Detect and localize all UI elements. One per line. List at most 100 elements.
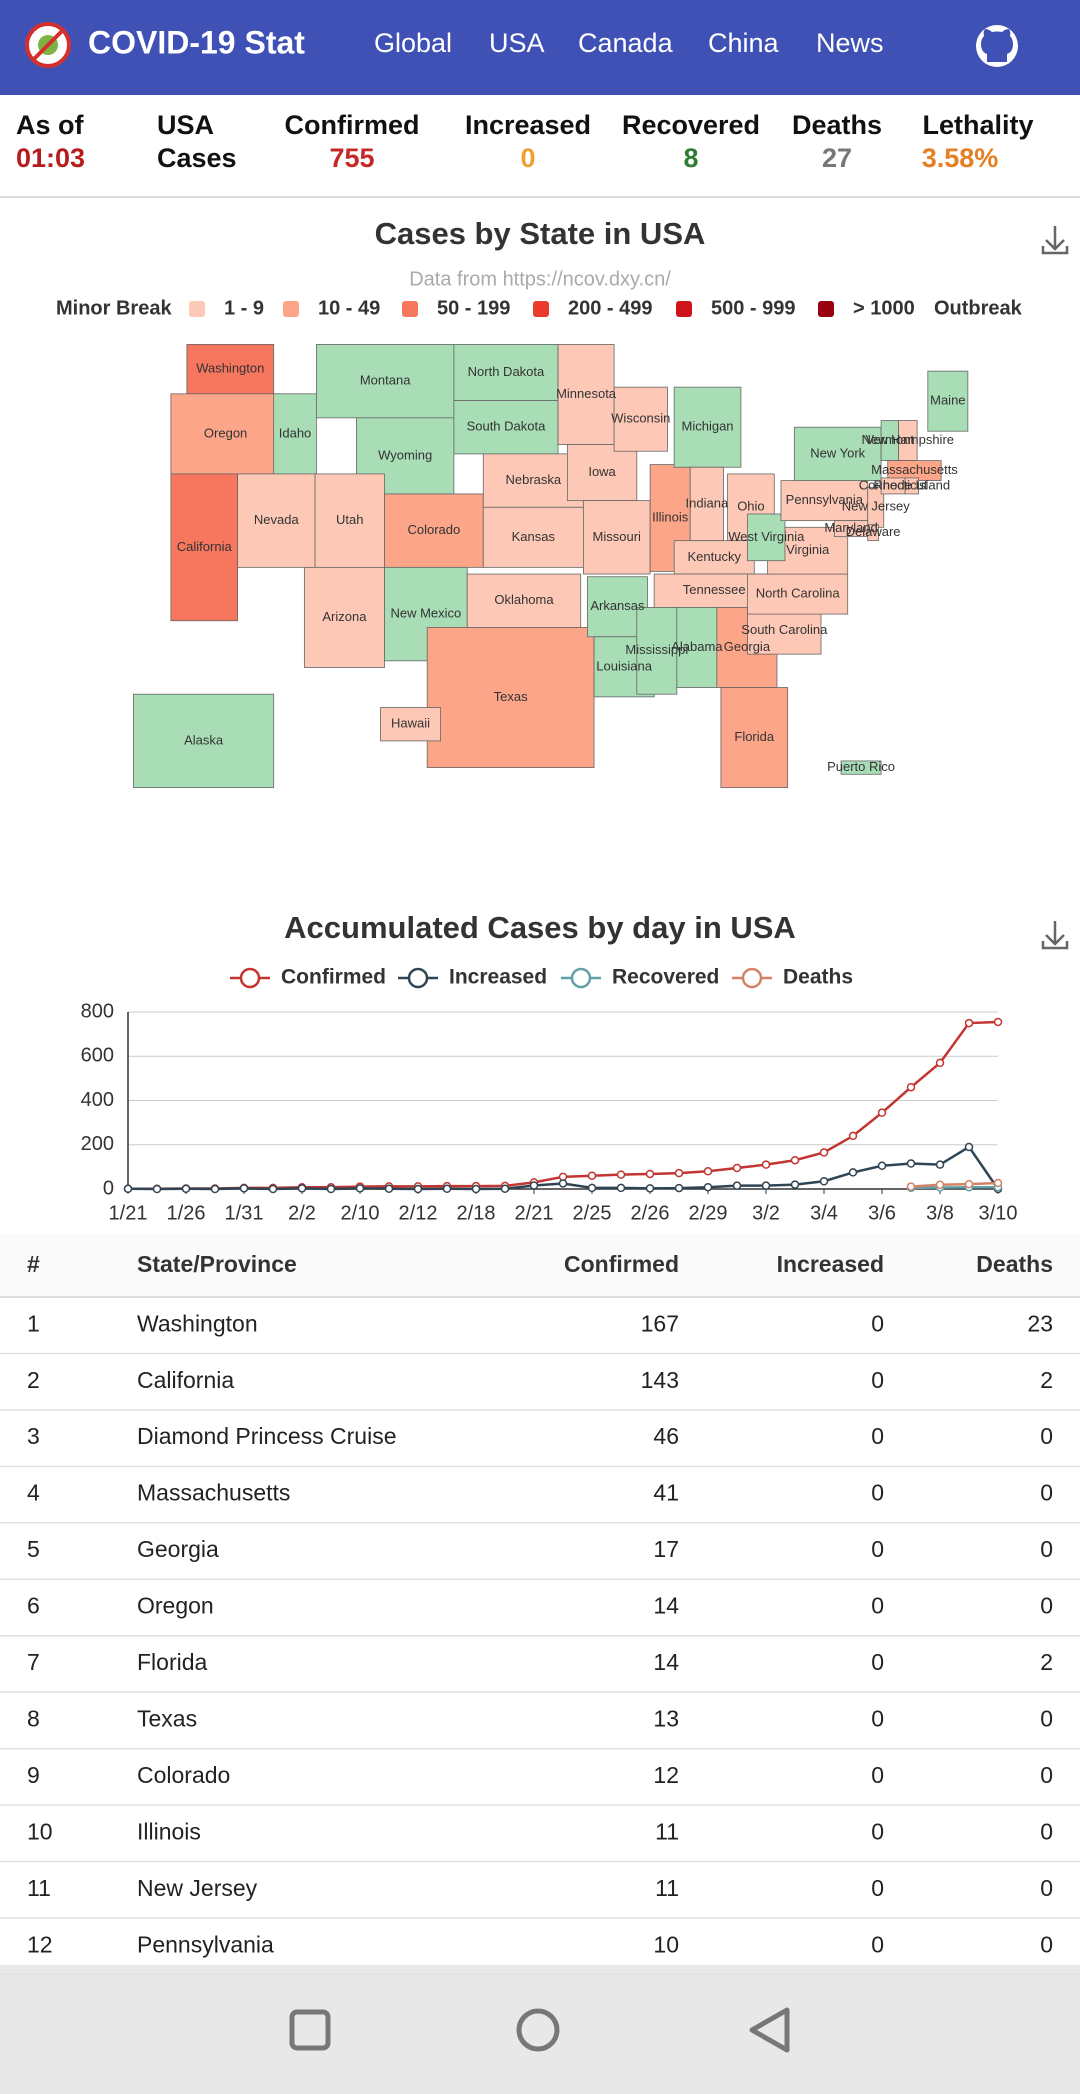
state-label: Mississippi bbox=[625, 642, 688, 657]
data-point bbox=[877, 1161, 887, 1171]
state-label: Iowa bbox=[588, 464, 616, 479]
table-cell: 17 bbox=[653, 1536, 679, 1562]
table-cell: 2 bbox=[27, 1367, 40, 1393]
region-label: Cases bbox=[157, 143, 237, 173]
home-button[interactable] bbox=[516, 2008, 560, 2052]
back-button[interactable] bbox=[749, 2007, 790, 2053]
table-cell: 0 bbox=[871, 1536, 884, 1562]
table-cell: 9 bbox=[27, 1762, 40, 1788]
state-region[interactable] bbox=[380, 707, 441, 742]
state-region[interactable] bbox=[747, 513, 786, 562]
state-region[interactable] bbox=[133, 693, 275, 789]
nav-link[interactable]: China bbox=[708, 28, 780, 58]
state-region[interactable] bbox=[482, 453, 584, 508]
data-point bbox=[355, 1184, 365, 1193]
data-point bbox=[993, 1017, 1003, 1027]
state-region[interactable] bbox=[566, 444, 638, 502]
nav-link[interactable]: Global bbox=[374, 28, 452, 58]
state-region[interactable] bbox=[793, 426, 882, 481]
state-label: Illinois bbox=[652, 509, 689, 524]
nav-link[interactable]: USA bbox=[489, 28, 545, 58]
state-region[interactable] bbox=[927, 370, 969, 432]
data-point bbox=[935, 1180, 945, 1190]
nav-link[interactable]: Canada bbox=[578, 28, 674, 58]
state-region[interactable] bbox=[482, 506, 584, 568]
data-point bbox=[964, 1142, 974, 1152]
state-label: New York bbox=[810, 445, 865, 460]
state-region[interactable] bbox=[557, 344, 615, 445]
nav-bar bbox=[0, 1965, 1080, 2094]
table-cell: 0 bbox=[871, 1649, 884, 1675]
table-cell: 0 bbox=[871, 1480, 884, 1506]
series-line bbox=[910, 1185, 998, 1190]
state-label: Oregon bbox=[204, 425, 247, 440]
state-region[interactable] bbox=[582, 500, 651, 575]
table-cell: 0 bbox=[871, 1705, 884, 1731]
state-region[interactable] bbox=[676, 607, 718, 688]
state-region[interactable] bbox=[170, 393, 281, 475]
state-region[interactable] bbox=[186, 344, 275, 395]
nav-link[interactable]: News bbox=[816, 28, 884, 58]
state-region[interactable] bbox=[237, 473, 316, 568]
data-point bbox=[645, 1184, 655, 1193]
state-label: Puerto Rico bbox=[827, 759, 895, 774]
column-header: State/Province bbox=[137, 1251, 297, 1277]
state-region[interactable] bbox=[273, 393, 317, 475]
state-region[interactable] bbox=[840, 760, 882, 775]
data-point bbox=[558, 1179, 568, 1188]
chart-title: Accumulated Cases by day in USA bbox=[284, 910, 796, 945]
state-region[interactable] bbox=[673, 386, 742, 468]
data-point bbox=[645, 1169, 655, 1179]
data-point bbox=[239, 1184, 249, 1193]
table-cell: 14 bbox=[653, 1649, 679, 1675]
x-tick-label: 3/4 bbox=[810, 1202, 838, 1224]
series-line bbox=[910, 1181, 999, 1188]
state-region[interactable] bbox=[833, 520, 869, 538]
state-label: Louisiana bbox=[596, 658, 652, 673]
table-cell: 11 bbox=[27, 1875, 51, 1901]
state-region[interactable] bbox=[613, 386, 668, 452]
data-point bbox=[703, 1182, 713, 1192]
state-region[interactable] bbox=[747, 607, 822, 655]
state-label: Washington bbox=[196, 361, 264, 376]
state-region[interactable] bbox=[720, 687, 789, 789]
state-region[interactable] bbox=[689, 466, 724, 542]
state-label: Pennsylvania bbox=[786, 492, 864, 507]
legend-label: 10 - 49 bbox=[318, 297, 380, 319]
data-point bbox=[529, 1181, 539, 1190]
x-tick-label: 3/8 bbox=[926, 1202, 954, 1224]
legend-label: Recovered bbox=[612, 966, 719, 989]
data-point bbox=[877, 1108, 887, 1117]
data-point bbox=[906, 1159, 916, 1168]
table-cell: Texas bbox=[137, 1705, 197, 1731]
download-icon[interactable] bbox=[1041, 921, 1069, 950]
state-region[interactable] bbox=[314, 473, 385, 568]
state-region[interactable] bbox=[170, 473, 239, 622]
legend-label: 1 - 9 bbox=[224, 297, 264, 319]
state-region[interactable] bbox=[426, 627, 595, 769]
data-point bbox=[181, 1184, 191, 1194]
x-tick-label: 2/12 bbox=[399, 1202, 438, 1224]
state-region[interactable] bbox=[453, 344, 559, 401]
table-cell: 0 bbox=[1040, 1762, 1053, 1788]
github-icon[interactable] bbox=[976, 25, 1018, 67]
state-region[interactable] bbox=[384, 493, 484, 568]
table-cell: 23 bbox=[1027, 1310, 1053, 1336]
x-tick-label: 2/26 bbox=[631, 1202, 670, 1224]
state-label: Nebraska bbox=[506, 472, 562, 487]
data-point bbox=[906, 1182, 916, 1191]
as-of-time: 01:03 bbox=[16, 143, 85, 173]
state-label: Kentucky bbox=[687, 549, 741, 564]
download-icon[interactable] bbox=[1041, 226, 1069, 255]
state-region[interactable] bbox=[453, 400, 559, 455]
state-region[interactable] bbox=[904, 477, 919, 495]
table-cell: 1 bbox=[27, 1310, 40, 1336]
table-cell: 14 bbox=[653, 1593, 679, 1619]
state-region[interactable] bbox=[466, 573, 582, 628]
data-point bbox=[384, 1184, 394, 1194]
recents-button[interactable] bbox=[289, 2009, 331, 2051]
table-cell: 46 bbox=[653, 1423, 679, 1449]
legend-marker bbox=[570, 967, 592, 989]
stat-value: 8 bbox=[683, 143, 698, 173]
